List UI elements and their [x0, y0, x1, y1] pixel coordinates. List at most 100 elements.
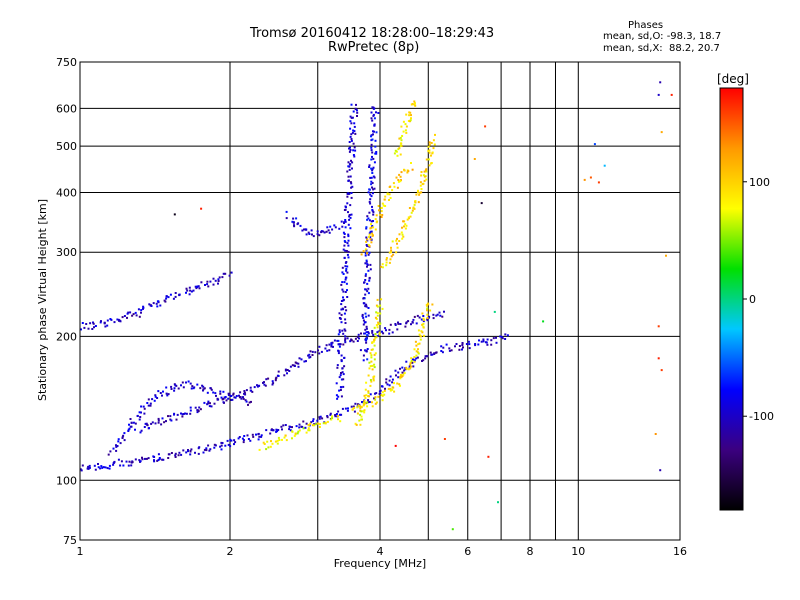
- echo-point: [381, 263, 384, 266]
- echo-point: [349, 135, 352, 138]
- echo-point: [372, 378, 375, 381]
- echo-point: [129, 311, 132, 314]
- echo-point: [147, 457, 150, 460]
- echo-point: [303, 228, 305, 231]
- echo-point: [344, 322, 347, 324]
- echo-point: [375, 111, 377, 114]
- echo-point: [358, 337, 360, 340]
- echo-point: [493, 310, 496, 313]
- echo-point: [366, 358, 369, 361]
- echo-point: [374, 336, 377, 339]
- echo-point: [346, 337, 349, 340]
- echo-point: [367, 399, 370, 402]
- echo-point: [217, 278, 220, 281]
- echo-point: [480, 340, 483, 343]
- echo-point: [274, 379, 277, 382]
- echo-point: [401, 226, 403, 229]
- echo-point: [349, 227, 352, 230]
- echo-point: [351, 185, 354, 188]
- echo-point: [386, 193, 389, 196]
- echo-point: [298, 357, 301, 360]
- echo-point: [369, 176, 372, 179]
- echo-point: [321, 417, 324, 420]
- echo-point: [422, 322, 425, 325]
- echo-point: [346, 409, 349, 412]
- echo-point: [347, 244, 350, 247]
- echo-point: [349, 120, 352, 123]
- echo-point: [337, 410, 340, 413]
- echo-point: [233, 443, 235, 446]
- echo-point: [373, 375, 376, 378]
- echo-point: [196, 285, 199, 288]
- echo-point: [371, 182, 374, 184]
- echo-point: [366, 282, 369, 285]
- echo-point: [209, 402, 211, 405]
- echo-point: [368, 245, 371, 248]
- echo-point: [284, 368, 287, 371]
- echo-point: [357, 404, 360, 407]
- echo-point: [146, 402, 149, 404]
- echo-point: [249, 386, 252, 389]
- echo-point: [350, 196, 353, 199]
- echo-point: [280, 425, 283, 428]
- echo-point: [170, 385, 173, 388]
- echo-point: [297, 362, 300, 365]
- echo-point: [301, 229, 304, 232]
- echo-point: [425, 158, 428, 161]
- echo-point: [233, 396, 236, 399]
- echo-point: [350, 103, 353, 106]
- echo-point: [305, 431, 308, 434]
- echo-point: [393, 382, 395, 385]
- echo-point: [357, 333, 360, 336]
- echo-point: [441, 351, 444, 354]
- echo-point: [657, 93, 660, 96]
- echo-point: [368, 277, 371, 280]
- echo-point: [373, 344, 376, 347]
- echo-point: [153, 399, 156, 402]
- echo-point: [398, 137, 401, 140]
- echo-point: [337, 339, 340, 342]
- echo-point: [462, 346, 464, 349]
- echo-point: [102, 466, 105, 469]
- echo-point: [468, 343, 471, 346]
- echo-point: [342, 378, 345, 381]
- echo-point: [418, 342, 421, 345]
- echo-point: [207, 444, 210, 447]
- echo-point: [397, 322, 400, 325]
- echo-point: [362, 401, 365, 404]
- echo-point: [373, 338, 376, 341]
- echo-point: [319, 423, 321, 426]
- echo-point: [234, 396, 237, 399]
- echo-point: [484, 125, 487, 128]
- echo-point: [364, 388, 367, 391]
- echo-point: [369, 268, 372, 271]
- echo-point: [199, 387, 202, 390]
- echo-point: [410, 162, 412, 164]
- echo-point: [326, 415, 329, 417]
- echo-point: [338, 345, 341, 348]
- echo-point: [371, 368, 374, 371]
- echo-point: [371, 330, 374, 332]
- echo-point: [367, 292, 370, 295]
- echo-point: [104, 325, 107, 328]
- echo-point: [344, 249, 347, 252]
- echo-point: [410, 114, 412, 117]
- echo-point: [207, 402, 210, 405]
- echo-point: [222, 272, 225, 275]
- echo-point: [340, 386, 343, 389]
- echo-point: [376, 326, 379, 329]
- echo-point: [397, 179, 400, 181]
- echo-point: [176, 413, 179, 416]
- echo-point: [344, 278, 347, 281]
- phases-o-mode-stats: mean, sd,O: -98.3, 18.7: [603, 31, 722, 42]
- echo-point: [396, 328, 399, 331]
- echo-point: [360, 253, 363, 256]
- echo-point: [376, 312, 379, 315]
- echo-point: [408, 365, 411, 368]
- echo-point: [364, 397, 367, 399]
- echo-point: [420, 174, 423, 177]
- echo-point: [340, 283, 343, 286]
- echo-point: [328, 343, 331, 346]
- echo-point: [343, 256, 346, 259]
- echo-point: [342, 332, 345, 335]
